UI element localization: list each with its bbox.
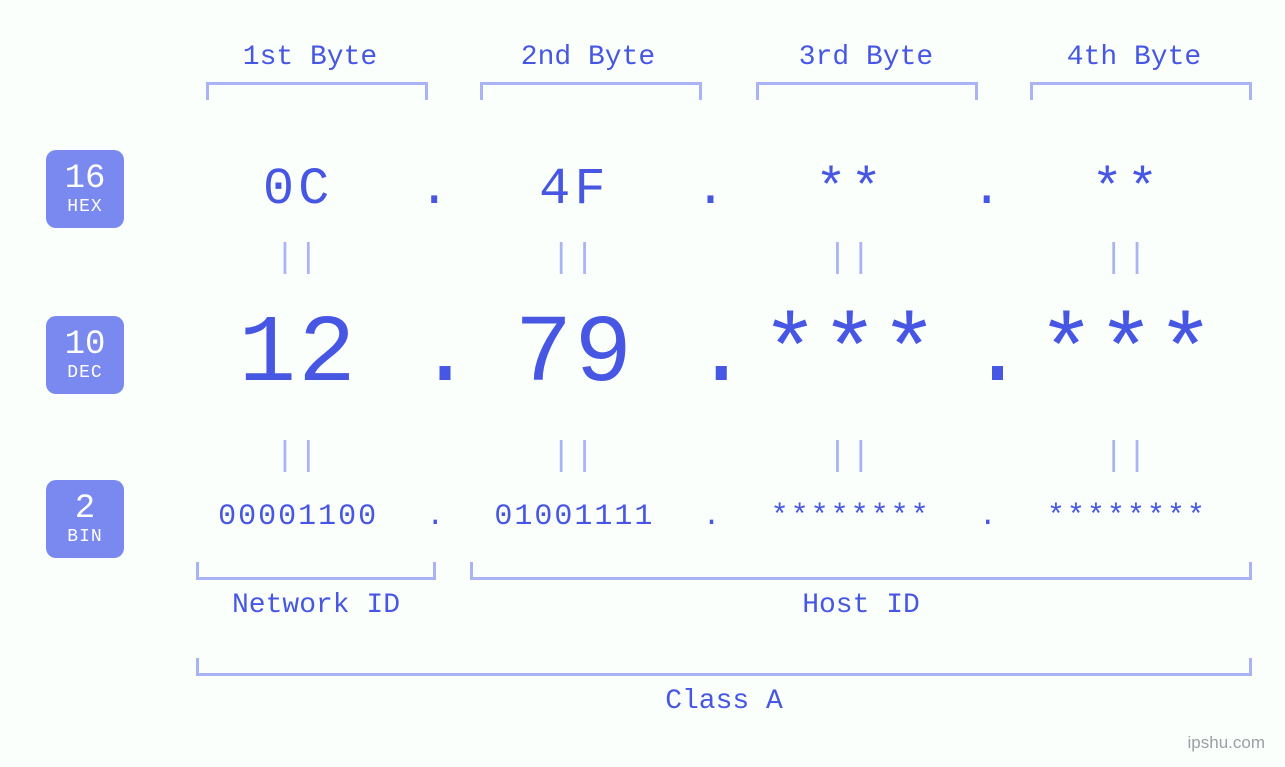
badge-bin-num: 2 <box>75 492 95 526</box>
bin-dot-3: . <box>969 500 1009 534</box>
eq1-2: || <box>456 240 692 278</box>
badge-hex-label: HEX <box>67 198 102 216</box>
dec-byte-4: *** <box>1009 300 1245 409</box>
bin-byte-3: ******** <box>733 500 969 534</box>
bin-dot-2: . <box>693 500 733 534</box>
hex-byte-3: ** <box>733 160 969 219</box>
bin-byte-1: 00001100 <box>180 500 416 534</box>
eq1-3: || <box>733 240 969 278</box>
bracket-host <box>470 562 1252 580</box>
equals-row-1: || . || . || . || <box>180 240 1245 278</box>
byte-header-2: 2nd Byte <box>488 42 688 73</box>
dec-dot-3: . <box>969 300 1009 409</box>
bin-dot-1: . <box>416 500 456 534</box>
hex-dot-2: . <box>693 160 733 219</box>
dec-byte-1: 12 <box>180 300 416 409</box>
byte-header-4: 4th Byte <box>1034 42 1234 73</box>
label-host: Host ID <box>470 590 1252 621</box>
bracket-top-3 <box>756 82 978 100</box>
badge-dec-num: 10 <box>65 328 106 362</box>
byte-header-1: 1st Byte <box>210 42 410 73</box>
hex-byte-2: 4F <box>456 160 692 219</box>
eq1-1: || <box>180 240 416 278</box>
hex-row: 0C . 4F . ** . ** <box>180 160 1245 219</box>
bin-byte-4: ******** <box>1009 500 1245 534</box>
dec-byte-3: *** <box>733 300 969 409</box>
label-class: Class A <box>196 686 1252 717</box>
hex-dot-1: . <box>416 160 456 219</box>
hex-byte-1: 0C <box>180 160 416 219</box>
eq2-3: || <box>733 438 969 476</box>
bracket-top-1 <box>206 82 428 100</box>
dec-byte-2: 79 <box>456 300 692 409</box>
label-network: Network ID <box>196 590 436 621</box>
eq1-4: || <box>1009 240 1245 278</box>
bracket-top-2 <box>480 82 702 100</box>
watermark: ipshu.com <box>1188 733 1265 753</box>
eq2-1: || <box>180 438 416 476</box>
hex-byte-4: ** <box>1009 160 1245 219</box>
bracket-network <box>196 562 436 580</box>
bracket-class <box>196 658 1252 676</box>
dec-dot-2: . <box>693 300 733 409</box>
dec-dot-1: . <box>416 300 456 409</box>
byte-header-3: 3rd Byte <box>766 42 966 73</box>
badge-hex-num: 16 <box>65 162 106 196</box>
eq2-2: || <box>456 438 692 476</box>
bin-row: 00001100 . 01001111 . ******** . *******… <box>180 500 1245 534</box>
badge-bin: 2 BIN <box>46 480 124 558</box>
equals-row-2: || . || . || . || <box>180 438 1245 476</box>
eq2-4: || <box>1009 438 1245 476</box>
badge-dec-label: DEC <box>67 364 102 382</box>
badge-bin-label: BIN <box>67 528 102 546</box>
hex-dot-3: . <box>969 160 1009 219</box>
dec-row: 12 . 79 . *** . *** <box>180 300 1245 409</box>
badge-dec: 10 DEC <box>46 316 124 394</box>
bin-byte-2: 01001111 <box>456 500 692 534</box>
badge-hex: 16 HEX <box>46 150 124 228</box>
bracket-top-4 <box>1030 82 1252 100</box>
